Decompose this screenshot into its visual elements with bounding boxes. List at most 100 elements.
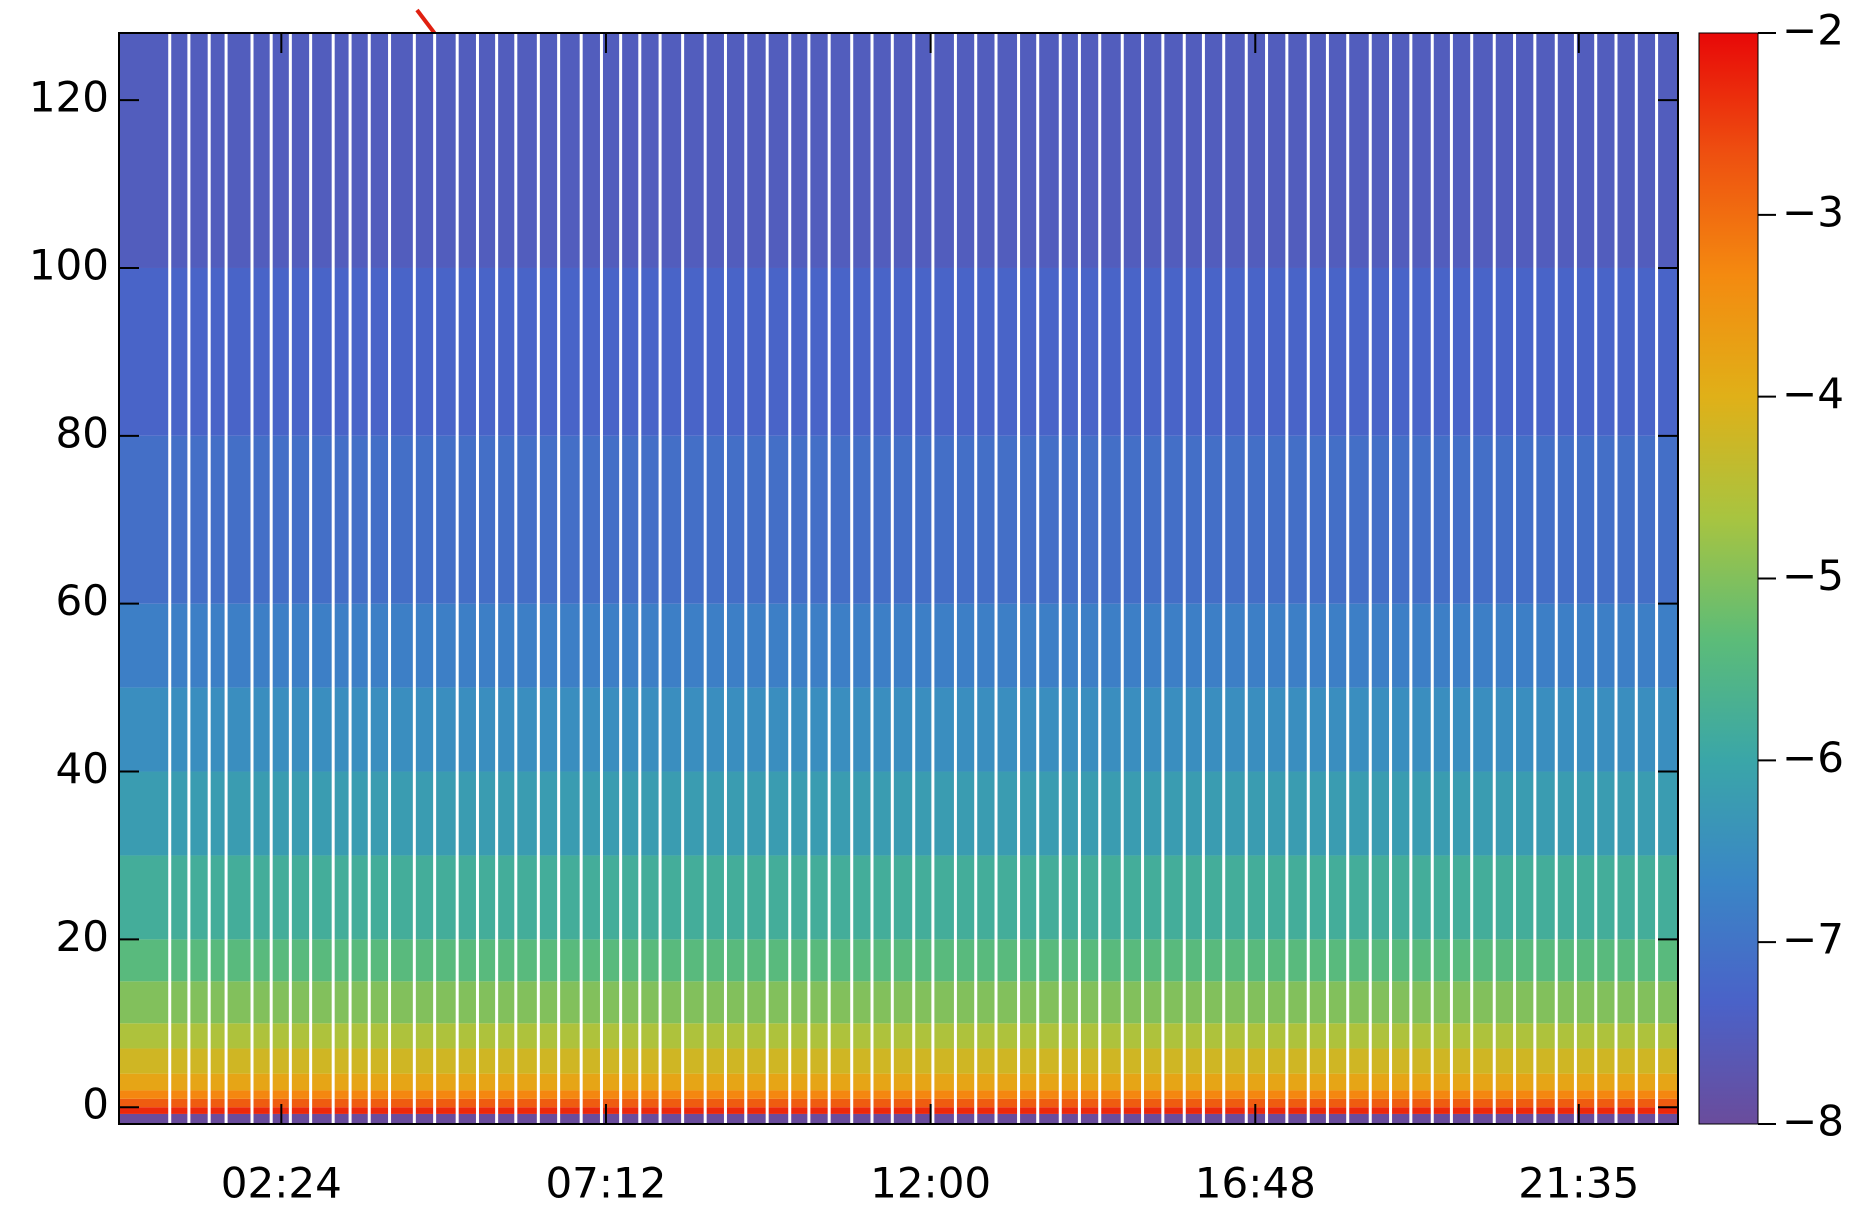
data-gap xyxy=(1161,33,1165,1124)
y-tick-label: 100 xyxy=(29,240,109,289)
colorbar xyxy=(1698,32,1759,1125)
data-gap xyxy=(1470,33,1474,1124)
data-gap xyxy=(1201,33,1205,1124)
heat-band xyxy=(119,1090,1678,1099)
data-gap xyxy=(1614,33,1618,1124)
data-gap xyxy=(309,33,313,1124)
colorbar-tick-label: −2 xyxy=(1782,6,1844,55)
heat-band xyxy=(119,939,1678,982)
data-gap xyxy=(1492,33,1496,1124)
y-tick-label: 60 xyxy=(56,576,109,625)
data-gap xyxy=(1594,33,1598,1124)
colorbar-tick-label: −3 xyxy=(1782,187,1844,236)
data-gap xyxy=(658,33,662,1124)
data-gap xyxy=(765,33,769,1124)
x-tick-label: 07:12 xyxy=(545,1159,666,1205)
data-gap xyxy=(619,33,623,1124)
data-gap xyxy=(788,33,792,1124)
data-gap xyxy=(1120,33,1124,1124)
data-gap xyxy=(1141,33,1145,1124)
data-gap xyxy=(1554,33,1558,1124)
data-gap xyxy=(723,33,727,1124)
data-gap xyxy=(1409,33,1413,1124)
data-gap xyxy=(931,33,935,1124)
data-gap xyxy=(703,33,707,1124)
data-gap xyxy=(367,33,371,1124)
data-gap xyxy=(1655,33,1659,1124)
data-gap xyxy=(331,33,335,1124)
data-gap xyxy=(1017,33,1021,1124)
data-gap xyxy=(250,33,254,1124)
data-gap xyxy=(475,33,479,1124)
data-gap xyxy=(557,33,561,1124)
heat-band xyxy=(119,267,1678,436)
data-gap xyxy=(514,33,518,1124)
y-tick-label: 40 xyxy=(56,744,109,793)
data-gap xyxy=(1533,33,1537,1124)
heat-band xyxy=(119,1023,1678,1049)
y-tick-label: 80 xyxy=(56,408,109,457)
data-gap xyxy=(1098,33,1102,1124)
data-gap xyxy=(1430,33,1434,1124)
data-gap xyxy=(638,33,642,1124)
data-gap xyxy=(1182,33,1186,1124)
data-gap xyxy=(912,33,916,1124)
colorbar-tick-label: −5 xyxy=(1782,551,1844,600)
data-gap xyxy=(433,33,437,1124)
heat-band xyxy=(119,1073,1678,1091)
data-gap xyxy=(348,33,352,1124)
heat-band xyxy=(119,603,1678,688)
data-gap xyxy=(1036,33,1040,1124)
heat-band xyxy=(119,771,1678,856)
data-gap xyxy=(807,33,811,1124)
heat-band xyxy=(119,1098,1678,1108)
data-gap xyxy=(890,33,894,1124)
data-gap xyxy=(187,33,191,1124)
data-gap xyxy=(269,33,273,1124)
heat-band xyxy=(119,1113,1678,1124)
heat-band xyxy=(119,981,1678,1024)
data-gap xyxy=(168,33,172,1124)
data-gap xyxy=(1346,33,1350,1124)
data-gap xyxy=(579,33,583,1124)
heat-band xyxy=(119,1107,1678,1114)
data-gap xyxy=(744,33,748,1124)
data-gap xyxy=(850,33,854,1124)
y-tick-label: 0 xyxy=(82,1080,109,1129)
x-tick-label: 16:48 xyxy=(1195,1159,1316,1205)
data-gap xyxy=(1244,33,1248,1124)
data-gap xyxy=(827,33,831,1124)
data-gap xyxy=(1325,33,1329,1124)
data-gap xyxy=(681,33,685,1124)
x-tick-label: 12:00 xyxy=(870,1159,991,1205)
data-gap xyxy=(224,33,228,1124)
data-gap xyxy=(1449,33,1453,1124)
x-tick-label: 21:35 xyxy=(1518,1159,1639,1205)
heat-band xyxy=(119,687,1678,772)
heat-band xyxy=(119,435,1678,604)
data-gap xyxy=(207,33,211,1124)
data-gap xyxy=(1573,33,1577,1124)
colorbar-tick-label: −4 xyxy=(1782,369,1844,418)
data-gap xyxy=(495,33,499,1124)
data-gap xyxy=(1513,33,1517,1124)
data-gap xyxy=(974,33,978,1124)
data-gap xyxy=(536,33,540,1124)
data-gap xyxy=(1389,33,1393,1124)
data-gap xyxy=(1368,33,1372,1124)
data-gap xyxy=(1222,33,1226,1124)
data-gap xyxy=(953,33,957,1124)
y-tick-label: 120 xyxy=(29,73,109,122)
heat-band xyxy=(119,33,1678,268)
data-gap xyxy=(599,33,603,1124)
data-gap xyxy=(1285,33,1289,1124)
data-gap xyxy=(455,33,459,1124)
colorbar-tick-label: −6 xyxy=(1782,733,1844,782)
data-gap xyxy=(1306,33,1310,1124)
plot-frame xyxy=(118,32,1679,1125)
colorbar-tick-label: −7 xyxy=(1782,915,1844,964)
data-gap xyxy=(1058,33,1062,1124)
colorbar-tick-label: −8 xyxy=(1782,1097,1844,1146)
data-gap xyxy=(870,33,874,1124)
